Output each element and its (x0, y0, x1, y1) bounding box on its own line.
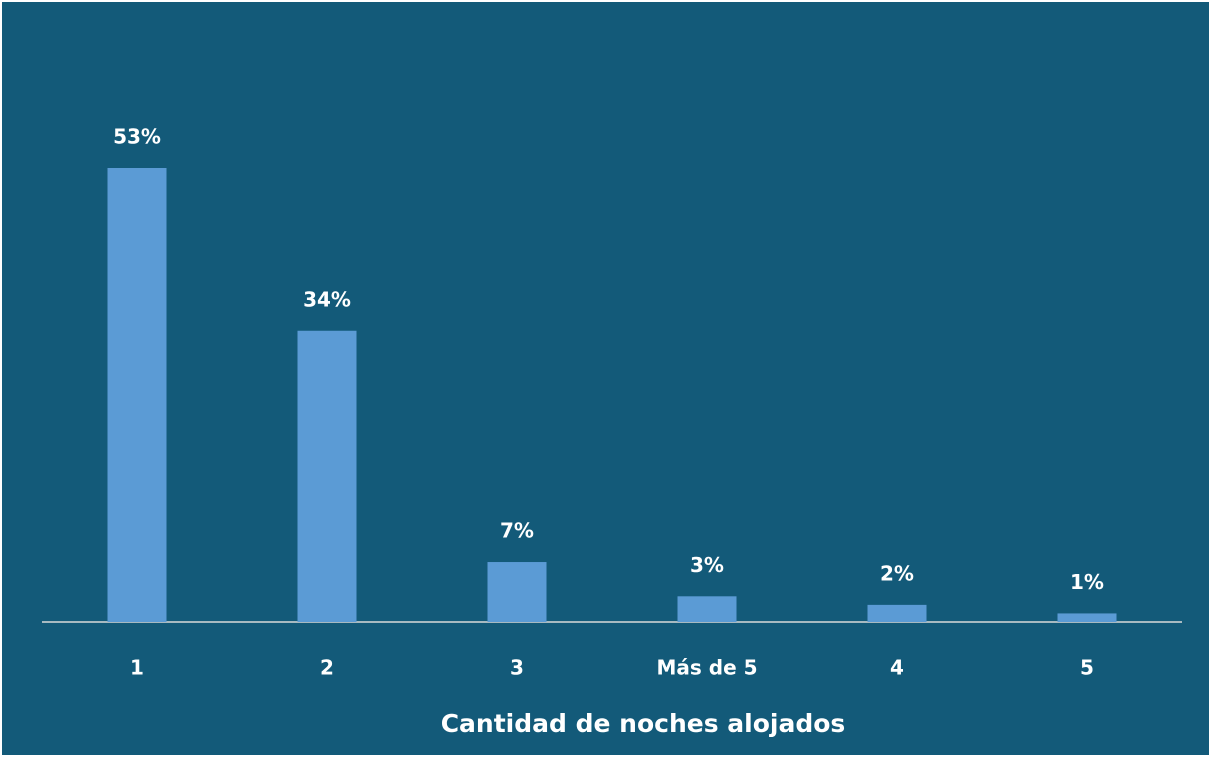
bar (677, 596, 737, 622)
data-label: 7% (500, 519, 534, 543)
data-label: 3% (690, 553, 724, 577)
x-tick-label: Más de 5 (656, 656, 757, 680)
x-tick-label: 5 (1080, 656, 1094, 680)
data-label: 2% (880, 561, 914, 585)
bar (107, 168, 167, 622)
x-tick-label: 3 (510, 656, 524, 680)
data-label: 1% (1070, 570, 1104, 594)
data-label: 34% (303, 287, 351, 311)
x-tick-label: 1 (130, 656, 144, 680)
x-axis-title: Cantidad de noches alojados (441, 709, 846, 738)
bar (487, 562, 547, 622)
bar (867, 604, 927, 622)
x-tick-label: 2 (320, 656, 334, 680)
bar (1057, 613, 1117, 622)
x-tick-label: 4 (890, 656, 904, 680)
data-label: 53% (113, 125, 161, 149)
bar (297, 330, 357, 622)
